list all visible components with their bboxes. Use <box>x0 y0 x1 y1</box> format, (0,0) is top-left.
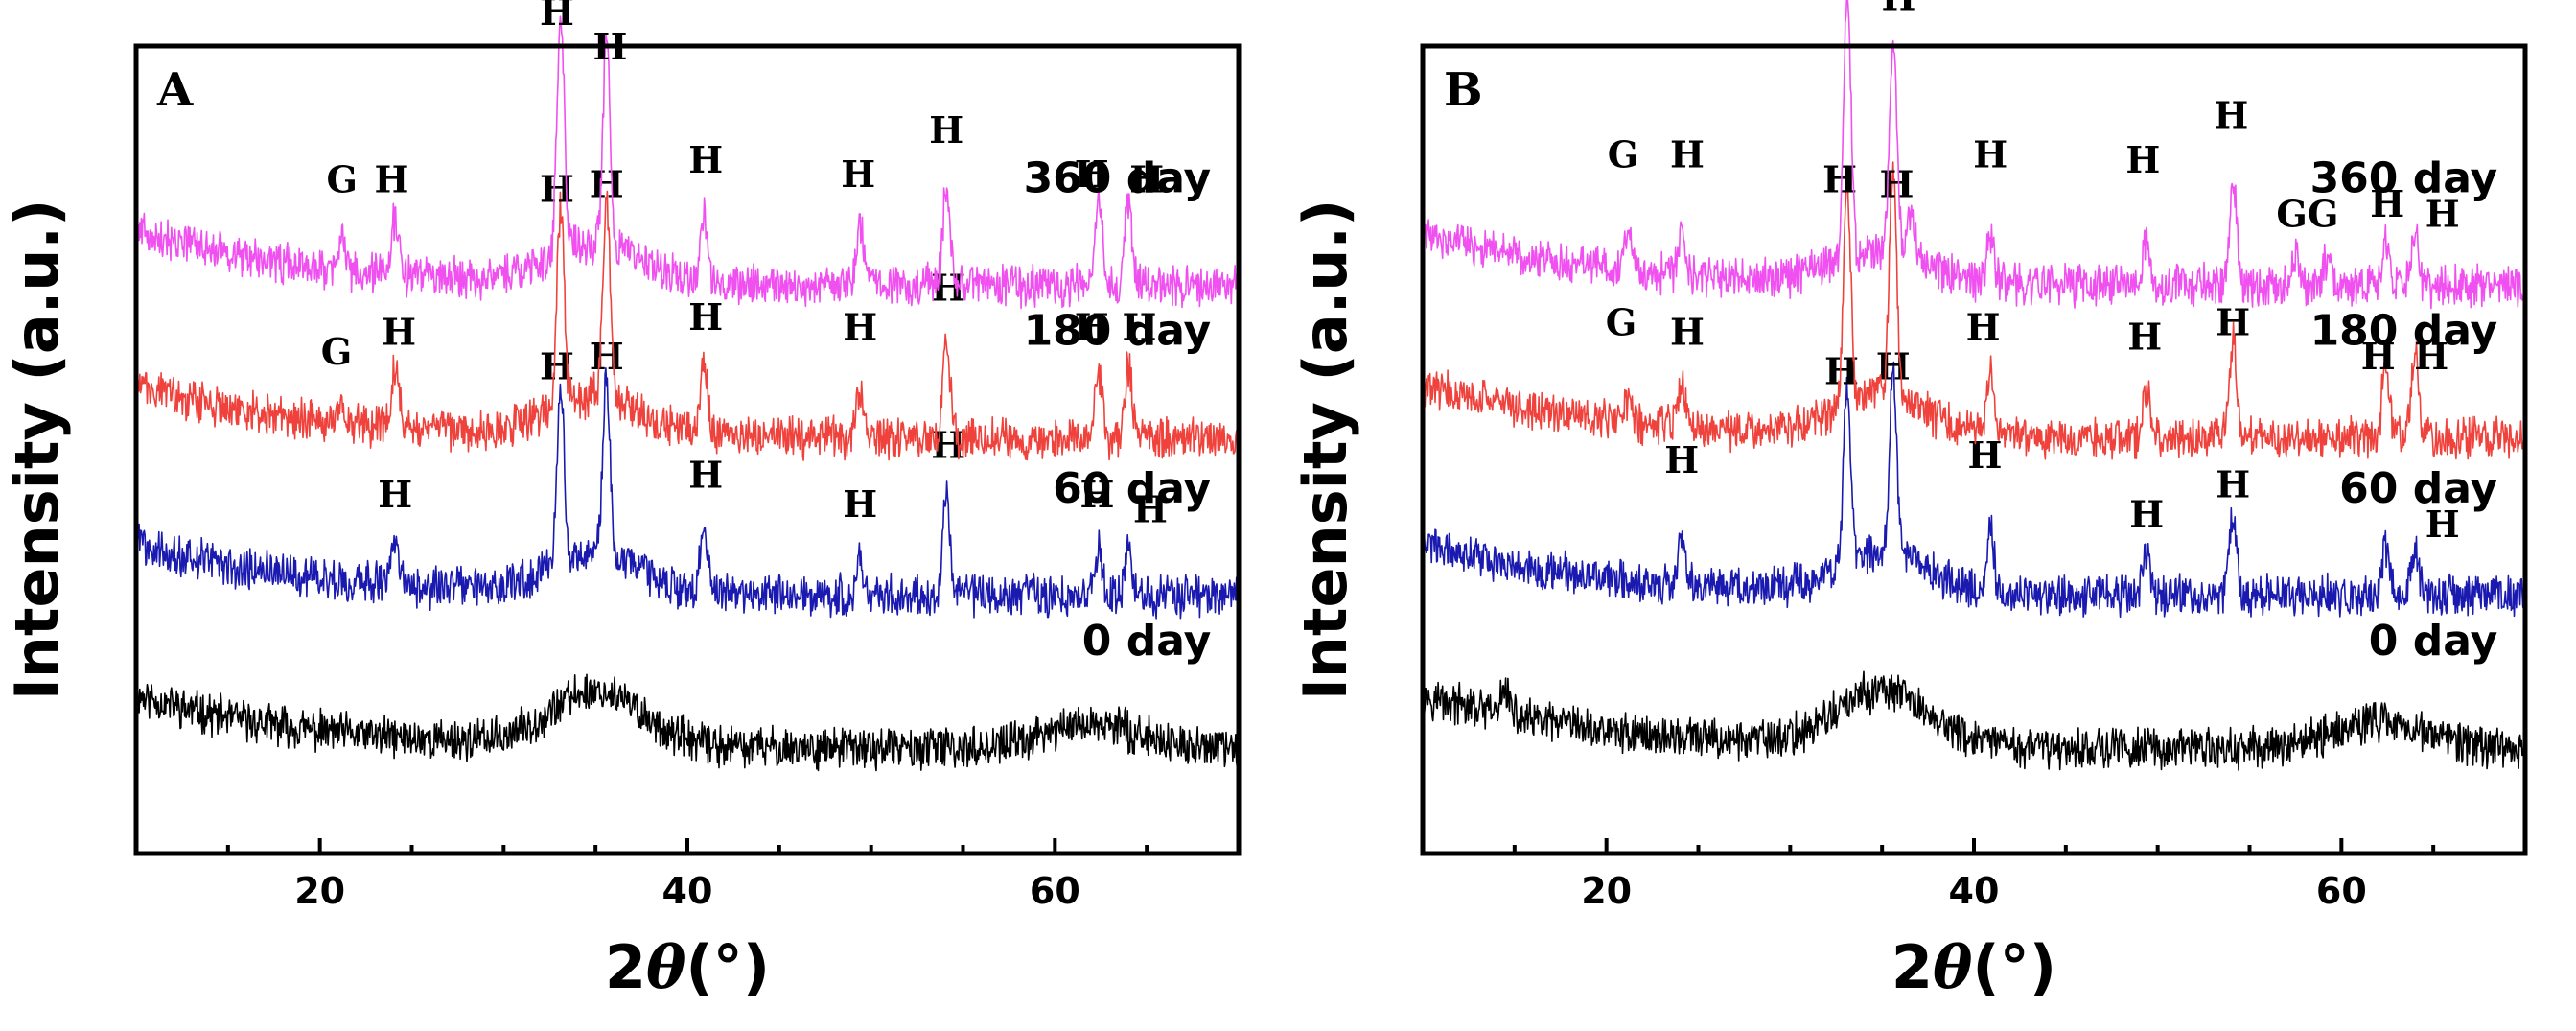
peak-label-hematite: H <box>2125 138 2160 181</box>
peak-label-hematite: H <box>2216 463 2250 506</box>
peak-label-hematite: H <box>1881 0 1915 18</box>
y-axis-title: Intensity (a.u.) <box>1290 199 1360 701</box>
peak-label-goethite: G <box>2308 192 2338 235</box>
peak-label-hematite: H <box>590 335 624 378</box>
peak-label-hematite: H <box>2214 94 2248 137</box>
peak-label-hematite: H <box>843 305 877 348</box>
y-axis-title: Intensity (a.u.) <box>2 199 72 701</box>
peak-label-hematite: H <box>929 108 963 152</box>
peak-label-hematite: H <box>2127 316 2162 359</box>
peak-label-hematite: H <box>841 152 875 196</box>
x-tick-label: 40 <box>662 870 713 912</box>
peak-label-hematite: H <box>2414 335 2448 378</box>
peak-label-goethite: G <box>326 157 357 200</box>
panel-letter: A <box>156 63 194 117</box>
series-label: 0 day <box>2369 617 2497 666</box>
peak-label-hematite: H <box>1123 305 1157 348</box>
peak-label-hematite: H <box>374 157 408 200</box>
peak-label-hematite: H <box>1670 311 1705 354</box>
panel-letter: B <box>1444 63 1483 117</box>
x-axis-title: 2θ(°) <box>1891 932 2056 1002</box>
peak-label-hematite: H <box>540 168 574 211</box>
peak-label-goethite: G <box>2276 192 2307 235</box>
trace-60-day <box>1422 361 2526 619</box>
x-tick-label: 60 <box>1030 870 1080 912</box>
trace-180-day <box>135 190 1240 461</box>
peak-label-hematite: H <box>1973 133 2007 176</box>
peak-label-hematite: H <box>1075 305 1109 348</box>
series-label: 360 day <box>1024 153 1212 202</box>
peak-label-hematite: H <box>2425 192 2460 235</box>
peak-label-hematite: H <box>1966 305 2001 348</box>
peak-label-hematite: H <box>688 138 723 181</box>
series-label: 60 day <box>1053 464 1211 513</box>
peak-label-hematite: H <box>2361 335 2396 378</box>
trace-180-day <box>1422 161 2526 461</box>
peak-label-hematite: H <box>1670 133 1705 176</box>
trace-0-day <box>135 673 1240 772</box>
peak-label-hematite: H <box>1968 433 2003 477</box>
peak-label-hematite: H <box>2425 503 2460 546</box>
peak-label-hematite: H <box>1079 473 1114 516</box>
peak-label-hematite: H <box>1664 438 1699 481</box>
peak-label-goethite: G <box>1606 300 1636 343</box>
peak-label-hematite: H <box>540 0 574 34</box>
x-tick-label: 60 <box>2316 870 2367 912</box>
series-label: 60 day <box>2339 464 2497 513</box>
peak-label-hematite: H <box>590 163 624 206</box>
series-label: 0 day <box>1082 617 1211 666</box>
x-tick-label: 20 <box>1581 870 1632 912</box>
x-axis-title: 2θ(°) <box>605 932 770 1002</box>
peak-label-hematite: H <box>843 482 877 526</box>
peak-label-hematite: H <box>2370 182 2404 225</box>
series-label: 180 day <box>1024 307 1212 356</box>
trace-360-day <box>135 15 1240 310</box>
peak-label-hematite: H <box>688 295 723 339</box>
trace-0-day <box>1422 670 2526 771</box>
peak-label-hematite: H <box>1075 152 1109 196</box>
peak-label-hematite: H <box>1133 487 1168 530</box>
series-label: 180 day <box>2310 307 2498 356</box>
peak-label-hematite: H <box>1129 157 1164 200</box>
peak-label-goethite: G <box>1608 133 1638 176</box>
x-tick-label: 20 <box>294 870 345 912</box>
peak-label-hematite: H <box>688 453 723 496</box>
x-tick-label: 40 <box>1949 870 2000 912</box>
trace-360-day <box>1422 0 2526 310</box>
peak-label-hematite: H <box>378 473 412 516</box>
peak-label-hematite: H <box>382 311 416 354</box>
peak-label-hematite: H <box>2216 300 2250 343</box>
peak-label-hematite: H <box>1880 163 1915 206</box>
series-label: 360 day <box>2310 153 2498 202</box>
peak-label-hematite: H <box>1822 157 1857 200</box>
trace-60-day <box>135 367 1240 620</box>
peak-label-hematite: H <box>2129 493 2164 536</box>
peak-label-goethite: G <box>321 330 352 373</box>
